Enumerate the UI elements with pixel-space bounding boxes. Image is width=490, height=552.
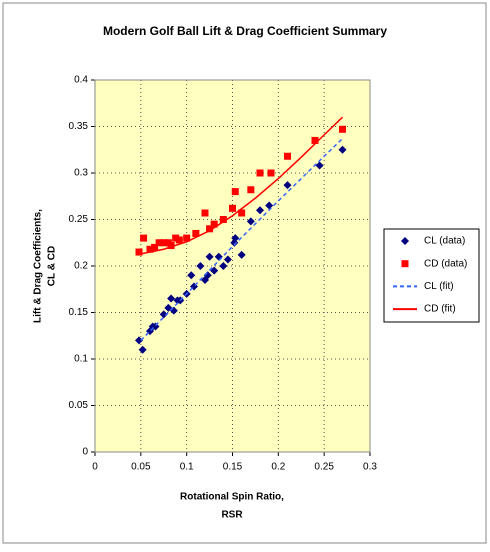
- point: [231, 234, 240, 243]
- point: [256, 206, 264, 215]
- point: [338, 145, 347, 154]
- plot-border: [94, 79, 371, 453]
- point: [256, 169, 264, 177]
- point: [187, 271, 196, 280]
- point: [247, 186, 255, 194]
- y-axis-label: CL & CD: [47, 246, 58, 286]
- point: [160, 239, 168, 247]
- y-tick-label: 0.15: [69, 307, 89, 318]
- point: [167, 294, 176, 303]
- x-tick-label: 0.25: [314, 462, 334, 473]
- point: [265, 201, 274, 210]
- y-tick-label: 0: [82, 447, 88, 458]
- x-tick-label: 0.15: [223, 462, 243, 473]
- x-tick-label: 0.05: [131, 462, 151, 473]
- fit-line: [140, 138, 344, 341]
- y-tick-label: 0.4: [74, 75, 88, 86]
- point: [138, 345, 147, 354]
- point: [219, 216, 227, 223]
- point: [205, 252, 214, 261]
- y-tick-label: 0.25: [69, 214, 89, 225]
- point: [339, 125, 346, 133]
- y-tick-label: 0.1: [74, 354, 88, 365]
- point: [267, 169, 275, 177]
- point: [210, 266, 219, 275]
- point: [219, 262, 228, 270]
- legend: [383, 228, 480, 323]
- y-tick-label: 0.3: [74, 168, 88, 179]
- x-tick-label: 0.1: [180, 462, 194, 473]
- point: [229, 204, 236, 212]
- point: [206, 225, 214, 233]
- point: [238, 209, 246, 217]
- x-tick-label: 0.2: [271, 462, 285, 473]
- point: [135, 336, 143, 345]
- point: [140, 234, 148, 242]
- point: [223, 255, 232, 264]
- point: [175, 236, 183, 244]
- y-tick-label: 0.05: [69, 400, 89, 411]
- legend-label: CL (data): [424, 236, 465, 247]
- point: [311, 136, 319, 144]
- point: [201, 209, 209, 217]
- y-tick-label: 0.35: [69, 121, 89, 132]
- legend-label: CD (data): [424, 258, 467, 269]
- x-tick-label: 0.3: [363, 462, 377, 473]
- x-axis-label: RSR: [221, 510, 243, 521]
- point: [231, 188, 239, 196]
- fit-line: [140, 116, 344, 255]
- point: [283, 181, 292, 190]
- point: [237, 250, 246, 259]
- point: [167, 242, 175, 250]
- point: [172, 234, 180, 242]
- point: [246, 217, 255, 226]
- point: [146, 245, 154, 253]
- point: [210, 220, 218, 228]
- legend-label: CL (fit): [424, 281, 454, 292]
- legend-label: CD (fit): [424, 304, 456, 315]
- point: [183, 234, 191, 242]
- x-axis-label: Rotational Spin Ratio,: [180, 492, 284, 503]
- y-tick-label: 0.2: [74, 261, 88, 272]
- point: [192, 229, 200, 237]
- chart-title: Modern Golf Ball Lift & Drag Coefficient…: [103, 24, 387, 38]
- legend-marker: [401, 237, 409, 245]
- point: [155, 239, 163, 247]
- point: [315, 161, 324, 170]
- x-tick-label: 0: [92, 462, 98, 473]
- point: [284, 152, 291, 160]
- y-axis-label: Lift & Drag Coefficients,: [33, 209, 44, 323]
- point: [159, 310, 168, 319]
- point: [151, 243, 159, 251]
- legend-marker: [401, 260, 409, 268]
- point: [135, 248, 143, 256]
- point: [196, 262, 205, 270]
- plot-area: [95, 80, 370, 452]
